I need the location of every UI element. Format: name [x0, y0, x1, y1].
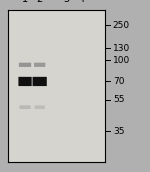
Text: 4: 4: [79, 0, 85, 4]
Text: 35: 35: [113, 127, 124, 136]
Text: 3: 3: [63, 0, 69, 4]
FancyBboxPatch shape: [33, 77, 47, 86]
FancyBboxPatch shape: [34, 63, 45, 67]
FancyBboxPatch shape: [19, 63, 31, 67]
Text: 2: 2: [37, 0, 43, 4]
Text: 1: 1: [22, 0, 28, 4]
FancyBboxPatch shape: [18, 77, 32, 86]
Text: 130: 130: [113, 44, 130, 53]
FancyBboxPatch shape: [19, 105, 31, 109]
FancyBboxPatch shape: [34, 105, 45, 109]
Text: 250: 250: [113, 21, 130, 30]
Text: 55: 55: [113, 95, 124, 104]
Text: 100: 100: [113, 56, 130, 65]
Text: 70: 70: [113, 77, 124, 86]
